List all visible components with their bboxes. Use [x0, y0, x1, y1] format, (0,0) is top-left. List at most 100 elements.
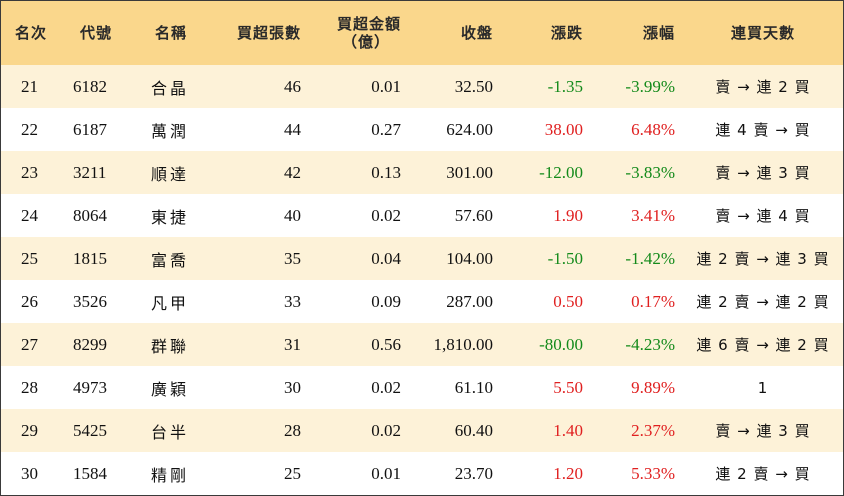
table-row: 29 5425 台半 28 0.02 60.40 1.40 2.37% 賣 → 連 3 買 — [1, 409, 843, 452]
net-buy-amount-cell: 0.04 — [371, 248, 401, 268]
net-buy-lots-cell: 35 — [284, 248, 301, 268]
code-cell: 1584 — [73, 463, 107, 483]
change-pct-cell: 5.33% — [631, 463, 675, 483]
net-buy-lots-cell: 42 — [284, 162, 301, 182]
table-row: 28 4973 廣穎 30 0.02 61.10 5.50 9.89% 1 — [1, 366, 843, 409]
streak-cell: 連 4 賣 → 買 — [715, 121, 811, 139]
change-cell: -12.00 — [539, 162, 583, 182]
name-cell: 東捷 — [151, 207, 190, 227]
header-streak: 連買天數 — [730, 24, 795, 42]
rank-cell: 27 — [21, 334, 38, 354]
header-net-buy-amount-line1: 買超金額 — [336, 15, 401, 33]
net-buy-lots-cell: 33 — [284, 291, 301, 311]
code-cell: 1815 — [73, 248, 107, 268]
net-buy-lots-cell: 44 — [284, 119, 301, 139]
net-buy-lots-cell: 46 — [284, 76, 301, 96]
net-buy-lots-cell: 25 — [284, 463, 301, 483]
header-net-buy-lots: 買超張數 — [236, 24, 301, 42]
close-cell: 1,810.00 — [433, 334, 494, 354]
change-cell: -80.00 — [539, 334, 583, 354]
rank-cell: 23 — [21, 162, 38, 182]
name-cell: 群聯 — [151, 336, 190, 356]
change-cell: 38.00 — [544, 119, 583, 139]
header-net-buy-amount-line2: （億） — [341, 33, 390, 51]
streak-cell: 連 2 賣 → 連 3 買 — [696, 250, 830, 268]
close-cell: 23.70 — [454, 463, 493, 483]
net-buy-lots-cell: 30 — [284, 377, 301, 397]
close-cell: 104.00 — [446, 248, 493, 268]
net-buy-amount-cell: 0.01 — [371, 76, 401, 96]
net-buy-lots-cell: 31 — [284, 334, 301, 354]
streak-cell: 1 — [757, 378, 769, 397]
code-cell: 4973 — [73, 377, 107, 397]
net-buy-amount-cell: 0.27 — [371, 119, 401, 139]
rank-cell: 24 — [21, 205, 38, 225]
code-cell: 3211 — [73, 162, 107, 182]
change-pct-cell: 2.37% — [631, 420, 675, 440]
change-cell: -1.35 — [547, 76, 583, 96]
table-row: 30 1584 精剛 25 0.01 23.70 1.20 5.33% 連 2 賣 → 買 — [1, 452, 843, 495]
header-close: 收盤 — [460, 24, 493, 42]
name-cell: 凡甲 — [151, 293, 190, 313]
change-cell: 1.20 — [553, 463, 583, 483]
net-buy-lots-cell: 40 — [284, 205, 301, 225]
header-change-pct: 漲幅 — [642, 24, 675, 42]
change-pct-cell: -4.23% — [625, 334, 675, 354]
code-cell: 8064 — [73, 205, 107, 225]
code-cell: 6187 — [73, 119, 107, 139]
rank-cell: 25 — [21, 248, 38, 268]
close-cell: 624.00 — [446, 119, 493, 139]
code-cell: 8299 — [73, 334, 107, 354]
header-name: 名稱 — [154, 24, 187, 42]
name-cell: 台半 — [151, 422, 190, 442]
change-pct-cell: 9.89% — [631, 377, 675, 397]
net-buy-amount-cell: 0.02 — [371, 377, 401, 397]
table-row: 25 1815 富喬 35 0.04 104.00 -1.50 -1.42% 連 2 賣 → 連… — [1, 237, 843, 280]
table-row: 23 3211 順達 42 0.13 301.00 -12.00 -3.83% 賣 → 連 3 … — [1, 151, 843, 194]
streak-cell: 連 2 賣 → 連 2 買 — [696, 293, 830, 311]
net-buy-amount-cell: 0.56 — [371, 334, 401, 354]
streak-cell: 賣 → 連 4 買 — [715, 207, 811, 225]
name-cell: 順達 — [151, 164, 190, 184]
table-row: 21 6182 合晶 46 0.01 32.50 -1.35 -3.99% 賣 → 連 2 買 — [1, 65, 843, 108]
change-pct-cell: -3.99% — [625, 76, 675, 96]
streak-cell: 賣 → 連 2 買 — [715, 78, 811, 96]
header-code: 代號 — [79, 24, 112, 42]
close-cell: 60.40 — [454, 420, 493, 440]
name-cell: 精剛 — [151, 465, 190, 485]
rank-cell: 21 — [21, 76, 38, 96]
close-cell: 301.00 — [446, 162, 493, 182]
close-cell: 61.10 — [454, 377, 493, 397]
rank-cell: 26 — [21, 291, 38, 311]
streak-cell: 連 6 賣 → 連 2 買 — [696, 336, 830, 354]
change-cell: -1.50 — [547, 248, 583, 268]
close-cell: 287.00 — [446, 291, 493, 311]
table-row: 22 6187 萬潤 44 0.27 624.00 38.00 6.48% 連 4 賣 → 買 — [1, 108, 843, 151]
name-cell: 富喬 — [151, 250, 190, 270]
net-buy-amount-cell: 0.02 — [371, 205, 401, 225]
table-header-row: 名次 代號 名稱 買超張數 買超金額 （億） 收盤 漲跌 漲幅 連買天數 — [1, 1, 843, 65]
name-cell: 萬潤 — [151, 121, 190, 141]
net-buy-amount-cell: 0.01 — [371, 463, 401, 483]
change-pct-cell: 3.41% — [631, 205, 675, 225]
change-cell: 0.50 — [553, 291, 583, 311]
close-cell: 57.60 — [454, 205, 493, 225]
net-buy-lots-cell: 28 — [284, 420, 301, 440]
header-rank: 名次 — [14, 24, 47, 42]
change-pct-cell: -1.42% — [625, 248, 675, 268]
change-pct-cell: -3.83% — [625, 162, 675, 182]
net-buy-amount-cell: 0.13 — [371, 162, 401, 182]
net-buy-amount-cell: 0.02 — [371, 420, 401, 440]
rank-cell: 22 — [21, 119, 38, 139]
table-row: 26 3526 凡甲 33 0.09 287.00 0.50 0.17% 連 2 賣 → 連 2… — [1, 280, 843, 323]
rank-cell: 30 — [21, 463, 38, 483]
code-cell: 6182 — [73, 76, 107, 96]
change-cell: 5.50 — [553, 377, 583, 397]
rank-cell: 28 — [21, 377, 38, 397]
net-buy-amount-cell: 0.09 — [371, 291, 401, 311]
change-pct-cell: 6.48% — [631, 119, 675, 139]
change-pct-cell: 0.17% — [631, 291, 675, 311]
